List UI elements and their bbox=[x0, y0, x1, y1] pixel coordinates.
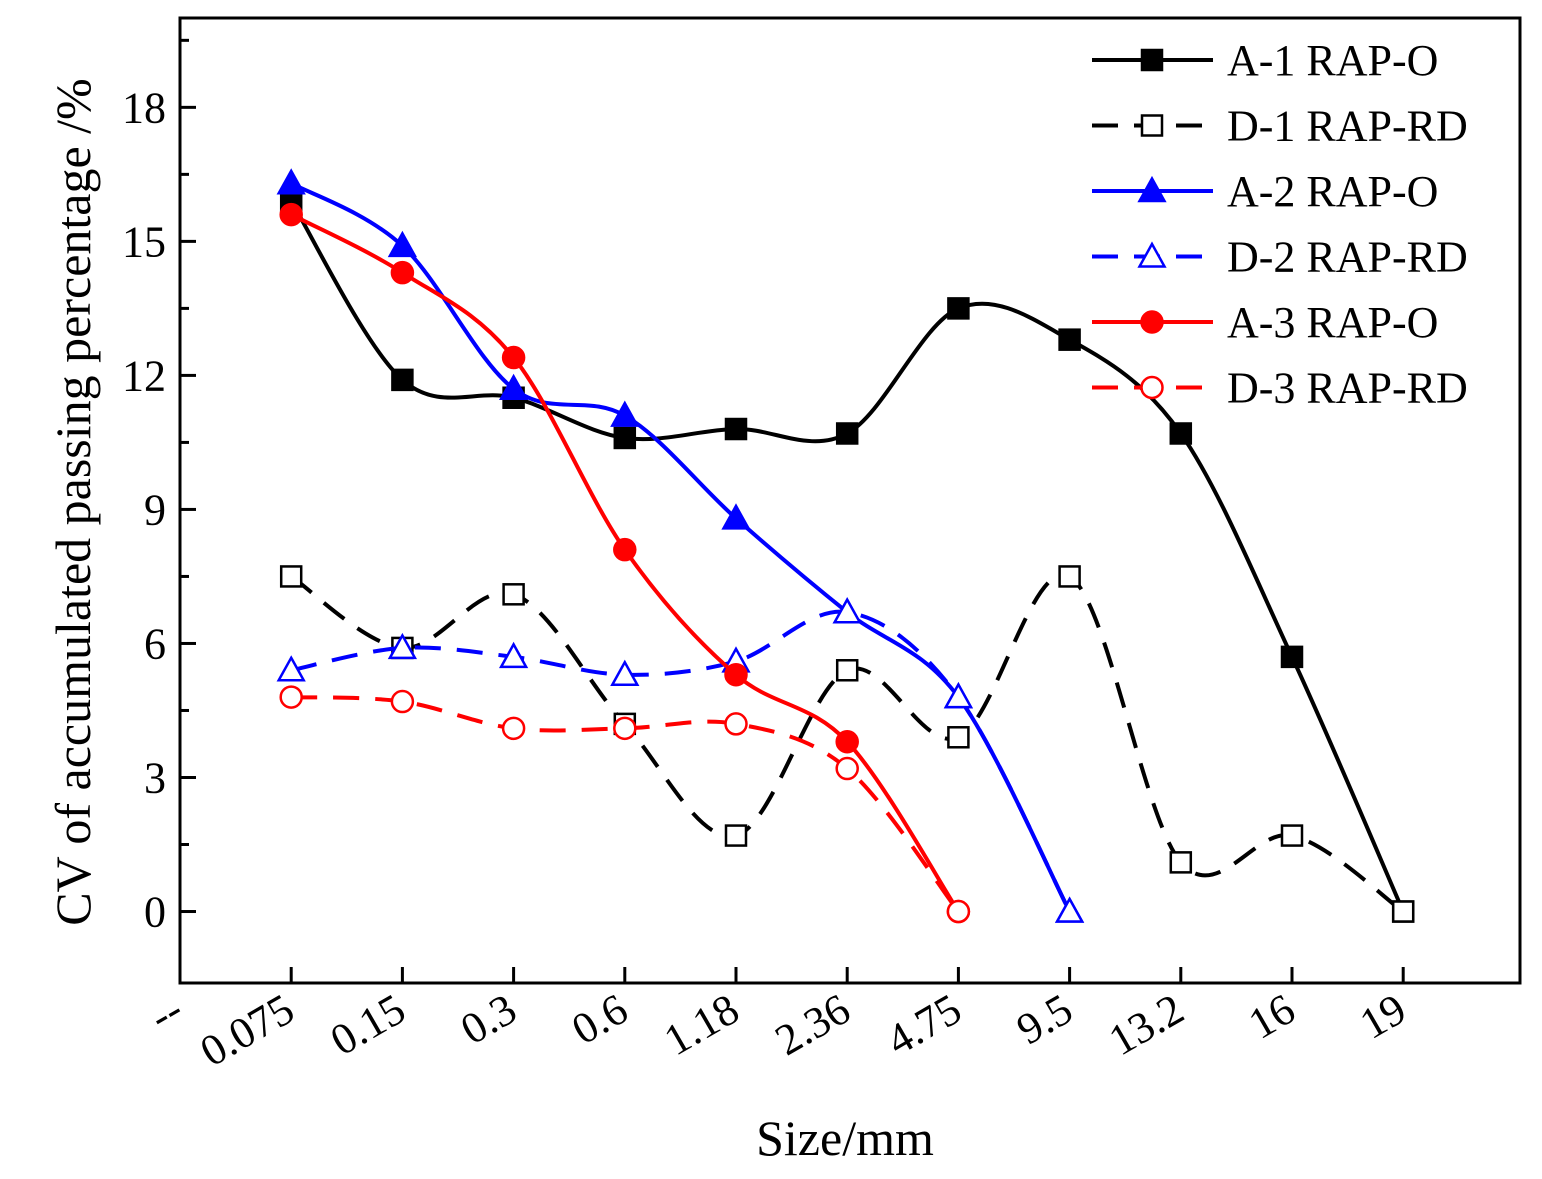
legend-label: A-3 RAP-O bbox=[1227, 298, 1438, 347]
y-tick-label: 3 bbox=[144, 753, 166, 802]
x-tick-label: 0.3 bbox=[452, 984, 524, 1054]
data-point-triangle bbox=[1054, 896, 1085, 923]
data-point-circle bbox=[724, 712, 748, 736]
data-point-square bbox=[835, 659, 859, 682]
data-point-triangle bbox=[610, 659, 640, 686]
data-point-square bbox=[724, 824, 748, 847]
data-point-square bbox=[1169, 422, 1193, 445]
y-tick-label: 6 bbox=[144, 619, 166, 668]
data-point-circle bbox=[390, 260, 415, 285]
data-point-circle bbox=[1140, 310, 1164, 334]
y-axis-label: CV of accumulated passing percentage /% bbox=[45, 78, 101, 925]
x-tick-label: 19 bbox=[1352, 984, 1415, 1048]
data-point-circle bbox=[501, 716, 526, 741]
series-layer bbox=[276, 168, 1415, 924]
data-point-square bbox=[1169, 851, 1193, 874]
x-tick-label: 16 bbox=[1240, 984, 1303, 1048]
series-line bbox=[290, 212, 961, 913]
data-point-square bbox=[391, 368, 414, 392]
legend-item: A-1 RAP-O bbox=[1092, 36, 1438, 85]
legend-label: A-2 RAP-O bbox=[1227, 167, 1438, 216]
data-point-square bbox=[279, 565, 303, 588]
data-point-circle bbox=[613, 537, 637, 562]
plot-frame bbox=[178, 16, 1522, 985]
x-tick-label: 0.075 bbox=[192, 984, 302, 1076]
x-tick-label: 4.75 bbox=[878, 984, 969, 1065]
data-point-square bbox=[613, 426, 637, 450]
x-tick-label: 0.15 bbox=[322, 984, 413, 1065]
y-tick-label: 18 bbox=[122, 83, 166, 132]
data-point-triangle bbox=[832, 597, 862, 624]
y-tick-label: 9 bbox=[144, 485, 166, 534]
data-point-circle bbox=[1140, 375, 1164, 400]
data-point-square bbox=[1140, 48, 1164, 72]
x-tick-label: 0.6 bbox=[564, 984, 636, 1054]
data-point-square bbox=[835, 422, 859, 445]
data-point-triangle bbox=[610, 400, 640, 427]
data-point-triangle bbox=[1137, 241, 1167, 268]
data-point-triangle bbox=[721, 503, 751, 530]
data-point-square bbox=[1140, 114, 1164, 137]
series-6 bbox=[279, 685, 971, 924]
y-tick-label: 15 bbox=[122, 217, 166, 266]
data-point-triangle bbox=[276, 655, 306, 682]
data-point-triangle bbox=[276, 168, 306, 195]
y-tick-label: 12 bbox=[122, 351, 166, 400]
legend-item: D-1 RAP-RD bbox=[1092, 102, 1468, 151]
data-point-circle bbox=[835, 730, 859, 754]
legend-item: A-3 RAP-O bbox=[1092, 298, 1438, 347]
data-point-triangle bbox=[498, 641, 529, 669]
series-line bbox=[289, 200, 1406, 913]
legend-item: A-2 RAP-O bbox=[1092, 167, 1438, 216]
legend-label: D-3 RAP-RD bbox=[1227, 364, 1468, 413]
x-tick-label: 2.36 bbox=[767, 984, 858, 1065]
x-tick-label: 9.5 bbox=[1008, 984, 1080, 1054]
series-1 bbox=[279, 189, 1415, 923]
data-point-circle bbox=[501, 345, 526, 370]
data-point-triangle bbox=[387, 230, 418, 258]
data-point-circle bbox=[279, 202, 303, 227]
data-point-square bbox=[502, 583, 525, 606]
data-point-square bbox=[1058, 565, 1081, 588]
x-tick-label: -- bbox=[141, 984, 191, 1041]
data-point-square bbox=[947, 726, 970, 749]
data-point-circle bbox=[390, 689, 415, 714]
data-point-square bbox=[1391, 900, 1415, 923]
x-tick-label: 1.18 bbox=[656, 984, 747, 1065]
y-tick-label: 0 bbox=[144, 888, 166, 937]
data-point-square bbox=[724, 417, 748, 441]
data-point-circle bbox=[724, 662, 748, 687]
data-point-square bbox=[1280, 645, 1304, 669]
x-tick-label: 13.2 bbox=[1101, 984, 1192, 1065]
data-point-circle bbox=[279, 685, 303, 709]
legend-label: D-1 RAP-RD bbox=[1227, 102, 1468, 151]
data-point-circle bbox=[946, 899, 971, 924]
data-point-circle bbox=[835, 756, 859, 781]
legend-item: D-3 RAP-RD bbox=[1092, 364, 1468, 413]
data-point-triangle bbox=[498, 373, 529, 401]
series-line bbox=[290, 181, 1072, 913]
data-point-triangle bbox=[943, 682, 974, 709]
data-point-triangle bbox=[387, 632, 418, 660]
legend-layer: A-1 RAP-O D-1 RAP-RD A-2 RAP-O D-2 RAP-RD A-… bbox=[1092, 36, 1468, 413]
data-point-square bbox=[1280, 824, 1304, 847]
data-point-triangle bbox=[1137, 175, 1167, 203]
x-axis-label: Size/mm bbox=[756, 1110, 934, 1166]
data-point-square bbox=[1058, 328, 1081, 351]
data-point-square bbox=[947, 297, 970, 320]
series-4 bbox=[276, 597, 1085, 923]
legend-item: D-2 RAP-RD bbox=[1092, 233, 1468, 282]
series-5 bbox=[279, 202, 971, 924]
data-point-circle bbox=[613, 716, 637, 741]
legend-label: D-2 RAP-RD bbox=[1227, 233, 1468, 282]
legend-label: A-1 RAP-O bbox=[1227, 36, 1438, 85]
